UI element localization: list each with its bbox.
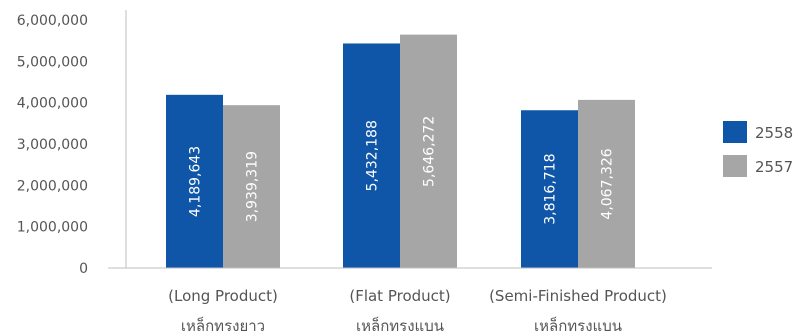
x-category-label-thai: เหล็กทรงแบน (534, 316, 622, 335)
legend: 2558 2557 (723, 121, 793, 177)
bar-2558-1 (343, 43, 400, 269)
bar-value-label: 3,816,718 (543, 153, 559, 224)
y-tick-label: 5,000,000 (17, 54, 88, 70)
bar-value-label: 5,646,272 (422, 116, 438, 187)
bar-value-label: 5,432,188 (365, 120, 381, 191)
bar-2558-0 (166, 94, 223, 268)
y-tick-label: 2,000,000 (17, 178, 88, 194)
x-category-label: (Semi-Finished Product) (489, 287, 667, 305)
x-category-label-thai: เหล็กทรงยาว (181, 316, 265, 335)
bar-2557-0 (223, 105, 280, 269)
bar-2558-2 (521, 110, 578, 268)
y-axis: 0 1,000,000 2,000,000 3,000,000 4,000,000 5,0… (17, 10, 127, 277)
bar-2557-2 (578, 99, 635, 269)
bars-group (166, 34, 635, 269)
x-category-label-thai: เหล็กทรงแบน (356, 316, 444, 335)
y-tick-label: 3,000,000 (17, 137, 88, 153)
y-tick-label: 4,000,000 (17, 96, 88, 112)
bar-2557-1 (400, 34, 457, 268)
bar-value-label: 3,939,319 (245, 151, 261, 222)
legend-label: 2558 (755, 124, 793, 142)
legend-swatch-2557 (723, 155, 747, 177)
legend-swatch-2558 (723, 121, 747, 143)
bar-value-label: 4,067,326 (600, 148, 616, 219)
bar-labels-group: 4,189,643 3,939,319 5,432,188 5,646,272 3,81… (188, 116, 616, 225)
x-axis: (Long Product) เหล็กทรงยาว (Flat Product) เ… (108, 267, 712, 335)
x-category-label: (Flat Product) (349, 287, 450, 305)
y-tick-label: 6,000,000 (17, 13, 88, 29)
x-category-label: (Long Product) (168, 287, 278, 305)
y-tick-label: 1,000,000 (17, 220, 88, 236)
legend-label: 2557 (755, 158, 793, 176)
bar-value-label: 4,189,643 (188, 146, 204, 217)
y-tick-label: 0 (79, 261, 88, 277)
